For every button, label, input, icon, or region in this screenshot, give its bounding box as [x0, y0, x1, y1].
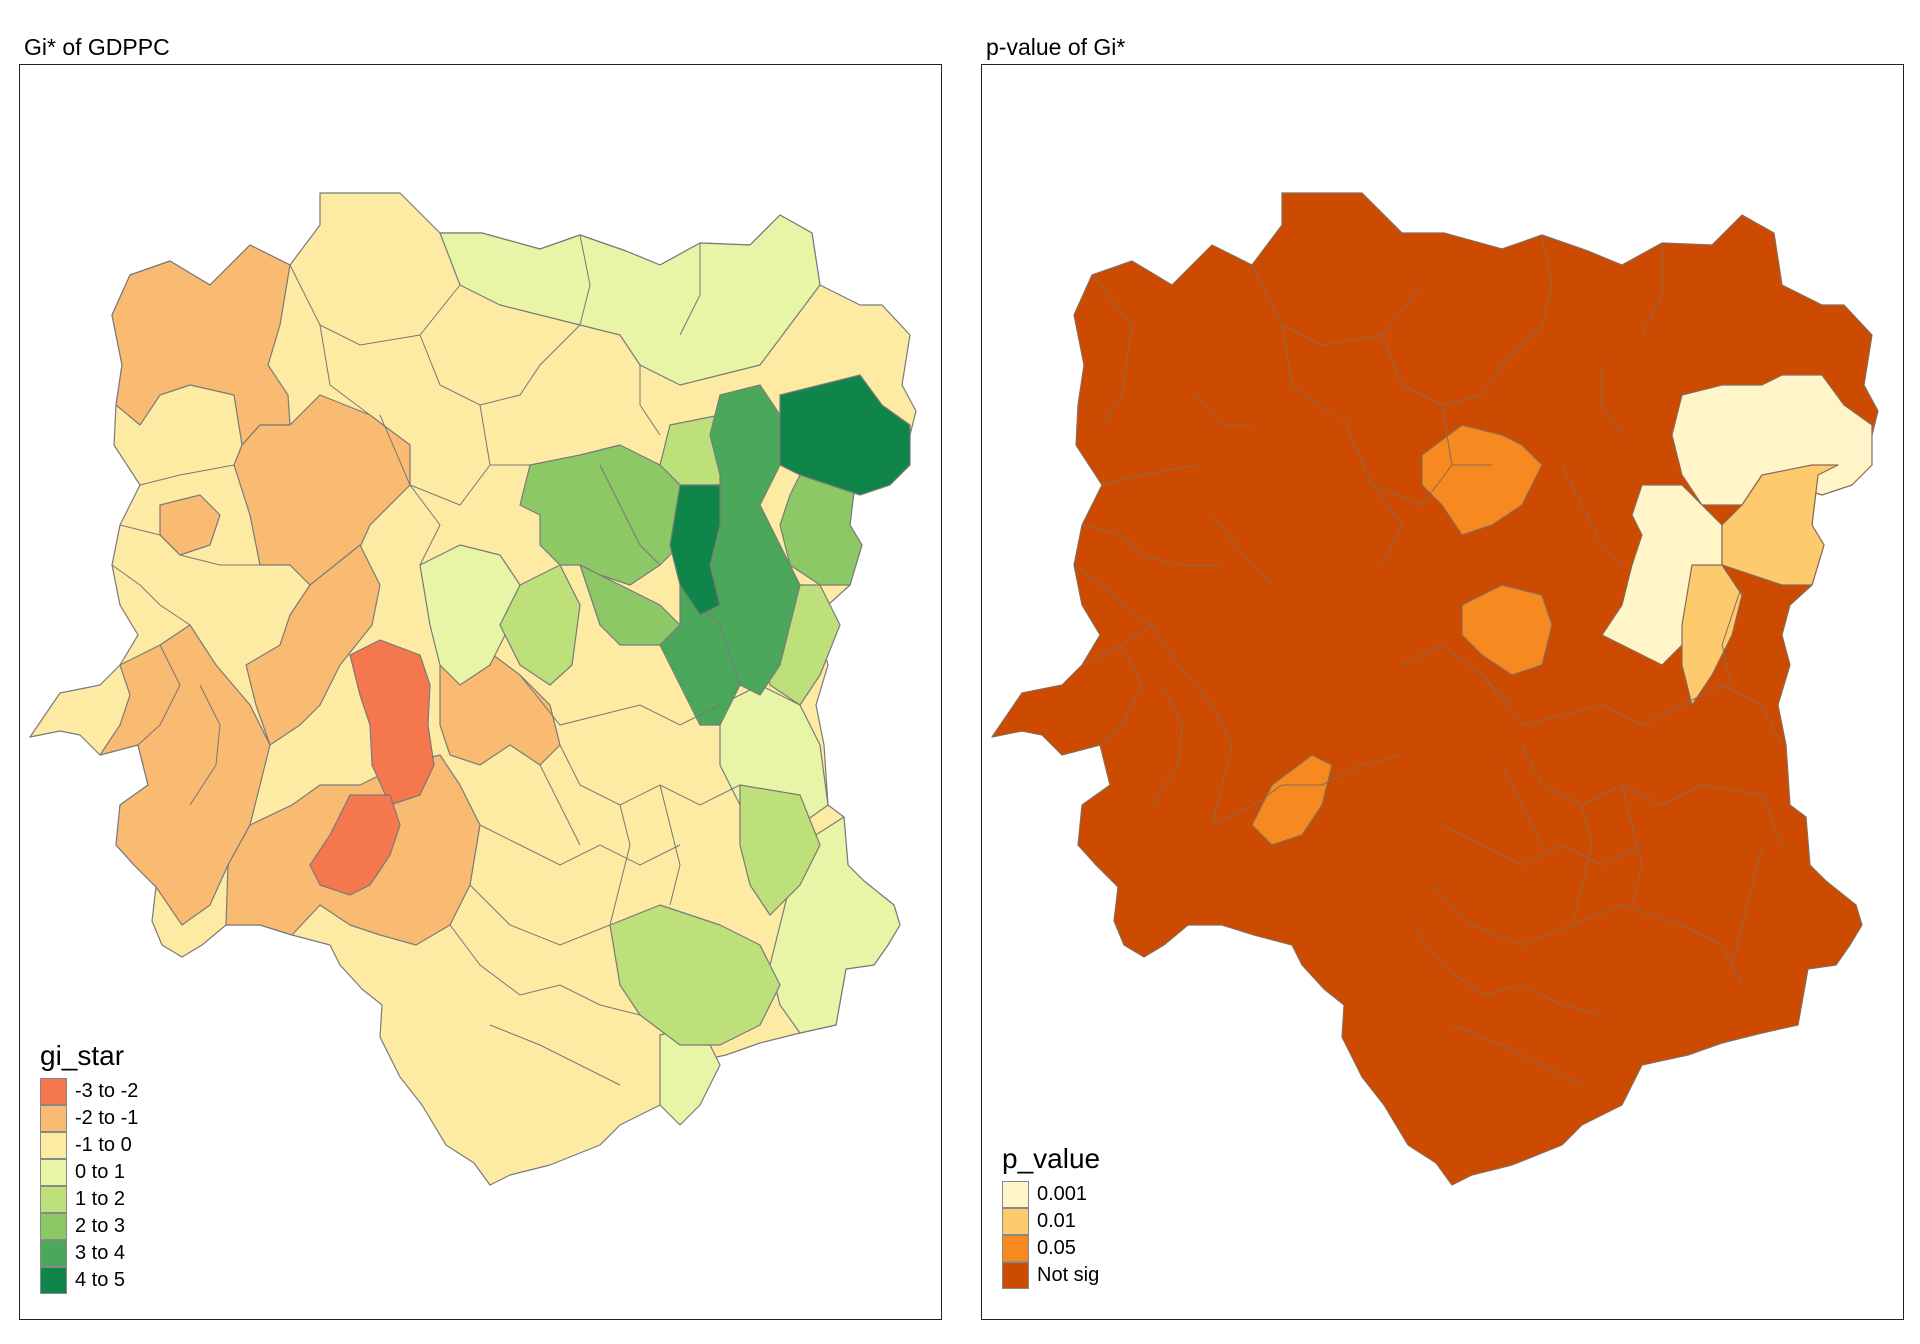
left-legend-swatch [40, 1186, 67, 1213]
left-region-green-mid-1 [519, 444, 701, 586]
left-map-title: Gi* of GDPPC [24, 34, 170, 60]
right-legend-item: 0.05 [1002, 1235, 1100, 1262]
right-region-p01-south [1681, 564, 1743, 706]
right-map-canvas [991, 192, 1879, 1186]
left-legend-item: -3 to -2 [40, 1078, 138, 1105]
left-legend-label: 1 to 2 [75, 1188, 126, 1210]
left-region-green-dark-2 [659, 584, 741, 726]
left-legend: gi_star -3 to -2 -2 to -1 -1 to 0 0 to 1 1 t… [40, 1040, 138, 1294]
right-legend-swatch [1002, 1235, 1029, 1262]
left-region-green-darkest-2 [669, 484, 721, 616]
left-legend-swatch [40, 1240, 67, 1267]
right-legend-label: Not sig [1037, 1264, 1100, 1286]
left-legend-label: 4 to 5 [75, 1269, 126, 1291]
right-legend-label: 0.01 [1037, 1210, 1076, 1232]
left-legend-items: -3 to -2 -2 to -1 -1 to 0 0 to 1 1 to 2 2 to … [40, 1078, 138, 1294]
right-region-p05-west [1251, 754, 1333, 846]
left-legend-label: 0 to 1 [75, 1161, 126, 1183]
left-legend-item: 4 to 5 [40, 1267, 138, 1294]
right-legend-swatch [1002, 1181, 1029, 1208]
left-legend-title: gi_star [40, 1040, 125, 1071]
left-legend-label: -2 to -1 [75, 1107, 139, 1129]
left-region-green-light-1 [499, 564, 581, 686]
left-region-green-darkest-1 [779, 374, 911, 496]
left-legend-swatch [40, 1267, 67, 1294]
left-region-mid-orange [245, 544, 381, 746]
left-legend-swatch [40, 1132, 67, 1159]
left-region-red-upper [349, 639, 435, 806]
right-legend-label: 0.001 [1037, 1183, 1088, 1205]
left-legend-item: 0 to 1 [40, 1159, 138, 1186]
left-legend-label: -3 to -2 [75, 1080, 139, 1102]
right-legend: p_value 0.001 0.01 0.05 Not sig [1002, 1143, 1100, 1289]
left-region-sw-orange [99, 624, 271, 926]
right-legend-item: Not sig [1002, 1262, 1100, 1289]
left-map-frame: gi_star -3 to -2 -2 to -1 -1 to 0 0 to 1 1 t… [19, 64, 942, 1320]
left-legend-item: 1 to 2 [40, 1186, 138, 1213]
left-legend-item: -2 to -1 [40, 1105, 138, 1132]
left-region-red-lower [309, 794, 401, 896]
left-legend-swatch [40, 1105, 67, 1132]
left-map-canvas [29, 192, 917, 1186]
left-region-green-light-4 [739, 784, 821, 916]
right-legend-items: 0.001 0.01 0.05 Not sig [1002, 1181, 1100, 1289]
right-legend-item: 0.01 [1002, 1208, 1100, 1235]
right-region-p01-east [1721, 464, 1839, 586]
left-legend-swatch [40, 1078, 67, 1105]
right-legend-swatch [1002, 1262, 1029, 1289]
right-map-title: p-value of Gi* [986, 34, 1126, 60]
left-legend-item: -1 to 0 [40, 1132, 138, 1159]
right-region-p05-center [1461, 584, 1553, 676]
left-legend-label: -1 to 0 [75, 1134, 132, 1156]
right-legend-swatch [1002, 1208, 1029, 1235]
left-legend-swatch [40, 1213, 67, 1240]
left-region-green-light-5 [609, 904, 781, 1046]
left-region-north-light [439, 214, 821, 386]
right-region-base [991, 192, 1879, 1186]
left-legend-item: 3 to 4 [40, 1240, 138, 1267]
right-legend-label: 0.05 [1037, 1237, 1076, 1259]
left-legend-item: 2 to 3 [40, 1213, 138, 1240]
left-legend-label: 2 to 3 [75, 1215, 126, 1237]
left-region-center-light [419, 544, 521, 686]
right-region-p05-north [1421, 424, 1543, 536]
right-map-frame: p_value 0.001 0.01 0.05 Not sig [981, 64, 1904, 1320]
right-legend-title: p_value [1002, 1143, 1101, 1174]
right-legend-item: 0.001 [1002, 1181, 1100, 1208]
left-legend-swatch [40, 1159, 67, 1186]
left-legend-label: 3 to 4 [75, 1242, 126, 1264]
